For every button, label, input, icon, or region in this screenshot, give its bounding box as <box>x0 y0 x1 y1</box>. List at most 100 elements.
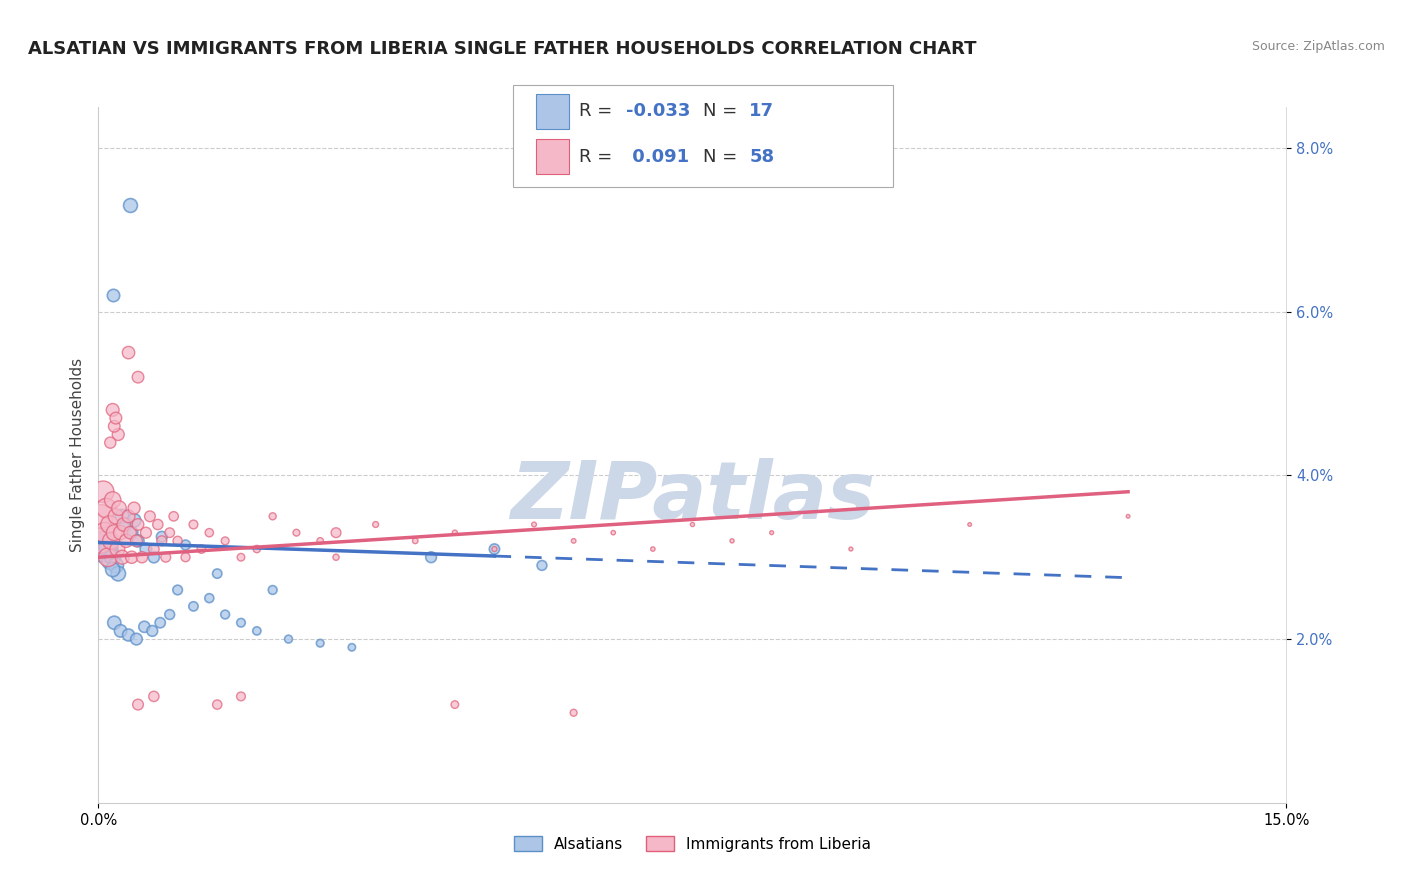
Legend: Alsatians, Immigrants from Liberia: Alsatians, Immigrants from Liberia <box>508 830 877 858</box>
Point <box>198 525 221 540</box>
Point <box>602 525 624 540</box>
Point <box>98 435 121 450</box>
Point <box>721 533 744 548</box>
Point <box>120 525 142 540</box>
Point <box>530 558 553 573</box>
Point <box>246 624 269 638</box>
Point <box>174 538 197 552</box>
Point <box>122 513 145 527</box>
Text: 58: 58 <box>749 148 775 166</box>
Point <box>108 501 131 516</box>
Point <box>94 533 117 548</box>
Point <box>103 525 125 540</box>
Point <box>117 628 139 642</box>
Point <box>101 403 124 417</box>
Point <box>115 517 138 532</box>
Text: N =: N = <box>703 148 742 166</box>
Point <box>562 533 585 548</box>
Point <box>285 525 308 540</box>
Point <box>159 525 181 540</box>
Point <box>166 582 188 597</box>
Point <box>277 632 299 646</box>
Point <box>135 542 157 557</box>
Point <box>120 198 142 212</box>
Point <box>90 509 112 524</box>
Text: N =: N = <box>703 102 742 120</box>
Point <box>139 509 162 524</box>
Point <box>325 550 347 565</box>
Point <box>104 411 127 425</box>
Point <box>150 530 173 544</box>
Point <box>142 542 165 557</box>
Point <box>142 690 165 704</box>
Point <box>97 541 120 555</box>
Point <box>91 484 114 499</box>
Point <box>681 517 703 532</box>
Point <box>174 550 197 565</box>
Point <box>107 566 129 581</box>
Point <box>100 533 122 548</box>
Point <box>229 615 252 630</box>
Point <box>125 632 148 646</box>
Point <box>94 525 117 540</box>
Point <box>155 550 177 565</box>
Point <box>484 542 506 557</box>
Point <box>115 533 138 548</box>
Point <box>641 542 664 557</box>
Point <box>146 517 169 532</box>
Point <box>96 501 118 516</box>
Point <box>149 615 172 630</box>
Point <box>262 509 284 524</box>
Text: ALSATIAN VS IMMIGRANTS FROM LIBERIA SINGLE FATHER HOUSEHOLDS CORRELATION CHART: ALSATIAN VS IMMIGRANTS FROM LIBERIA SING… <box>28 40 977 58</box>
Point <box>183 599 205 614</box>
Point <box>131 550 153 565</box>
Point <box>117 509 139 524</box>
Point <box>207 566 229 581</box>
Point <box>214 533 236 548</box>
Point <box>91 538 114 552</box>
Point <box>163 509 186 524</box>
Point <box>207 698 229 712</box>
Point <box>104 558 127 573</box>
Point <box>404 533 426 548</box>
Point <box>761 525 783 540</box>
Point <box>166 533 188 548</box>
Y-axis label: Single Father Households: Single Father Households <box>69 358 84 552</box>
Point <box>309 636 332 650</box>
Point <box>340 640 363 655</box>
Point <box>159 607 181 622</box>
Point <box>110 624 132 638</box>
Point <box>142 550 165 565</box>
Point <box>91 546 114 560</box>
Point <box>229 690 252 704</box>
Point <box>127 517 149 532</box>
Point <box>229 550 252 565</box>
Point <box>112 517 135 532</box>
Text: R =: R = <box>579 102 619 120</box>
Point <box>121 525 143 540</box>
Point <box>364 517 387 532</box>
Point <box>111 550 134 565</box>
Point <box>839 542 862 557</box>
Point <box>125 533 148 548</box>
Point <box>523 517 546 532</box>
Point <box>127 370 149 384</box>
Point <box>98 554 121 568</box>
Point <box>117 345 139 359</box>
Text: 17: 17 <box>749 102 775 120</box>
Point <box>103 615 125 630</box>
Point <box>121 550 143 565</box>
Text: ZIPatlas: ZIPatlas <box>510 458 875 536</box>
Point <box>190 542 212 557</box>
Point <box>97 550 120 565</box>
Point <box>150 533 173 548</box>
Text: Source: ZipAtlas.com: Source: ZipAtlas.com <box>1251 40 1385 54</box>
Point <box>420 550 443 565</box>
Point <box>1116 509 1139 524</box>
Point <box>183 517 205 532</box>
Point <box>103 419 125 434</box>
Point <box>127 533 149 548</box>
Point <box>214 607 236 622</box>
Point <box>107 427 129 442</box>
Point <box>101 492 124 507</box>
